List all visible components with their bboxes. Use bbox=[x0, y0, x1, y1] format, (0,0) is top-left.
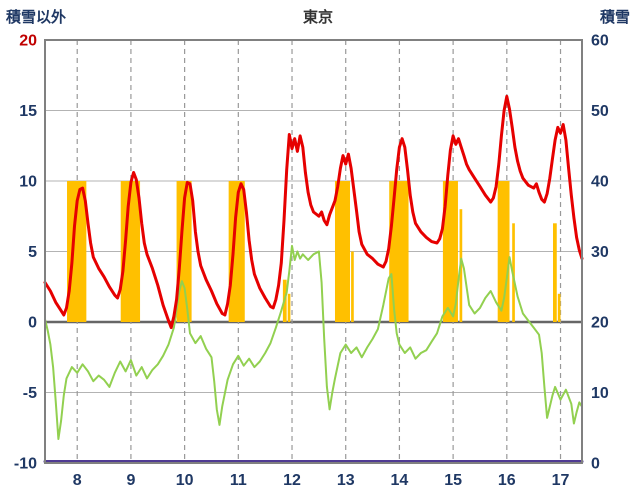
left-tick-label: -10 bbox=[14, 456, 37, 473]
orange-bars bbox=[287, 293, 291, 322]
orange-bars bbox=[389, 181, 409, 322]
right-tick-label: 20 bbox=[591, 315, 609, 332]
orange-bars bbox=[512, 223, 515, 322]
x-tick-label: 10 bbox=[176, 472, 194, 489]
right-axis-title: 積雪 bbox=[599, 9, 630, 26]
left-tick-label: 20 bbox=[19, 33, 37, 50]
x-tick-label: 16 bbox=[498, 472, 516, 489]
right-tick-label: 0 bbox=[591, 456, 600, 473]
orange-bars bbox=[334, 181, 351, 322]
x-tick-label: 11 bbox=[230, 472, 247, 489]
x-tick-label: 17 bbox=[552, 472, 570, 489]
x-tick-label: 9 bbox=[126, 472, 135, 489]
chart-title: 東京 bbox=[302, 9, 333, 26]
left-tick-label: 0 bbox=[28, 315, 37, 332]
x-tick-label: 8 bbox=[73, 472, 82, 489]
right-tick-label: 10 bbox=[591, 385, 609, 402]
left-tick-label: 10 bbox=[19, 174, 37, 191]
orange-bars bbox=[228, 181, 245, 322]
orange-bars bbox=[553, 223, 557, 322]
right-tick-label: 40 bbox=[591, 174, 609, 191]
orange-bars bbox=[120, 181, 141, 322]
orange-bars bbox=[442, 181, 458, 322]
orange-bars bbox=[557, 293, 561, 322]
x-tick-label: 13 bbox=[337, 472, 355, 489]
orange-bars bbox=[497, 181, 510, 322]
left-axis-title: 積雪以外 bbox=[6, 9, 67, 26]
x-tick-label: 14 bbox=[391, 472, 409, 489]
red-line bbox=[43, 94, 584, 330]
orange-bars bbox=[67, 181, 87, 322]
plot-border bbox=[44, 39, 583, 464]
left-tick-label: 5 bbox=[28, 244, 37, 261]
right-tick-label: 50 bbox=[591, 103, 609, 120]
x-tick-label: 15 bbox=[444, 472, 462, 489]
right-tick-label: 60 bbox=[591, 33, 609, 50]
left-tick-label: 15 bbox=[19, 103, 37, 120]
x-tick-label: 12 bbox=[283, 472, 301, 489]
left-tick-label: -5 bbox=[23, 385, 37, 402]
orange-bars bbox=[351, 251, 354, 322]
right-tick-label: 30 bbox=[591, 244, 609, 261]
green-line bbox=[44, 244, 583, 440]
